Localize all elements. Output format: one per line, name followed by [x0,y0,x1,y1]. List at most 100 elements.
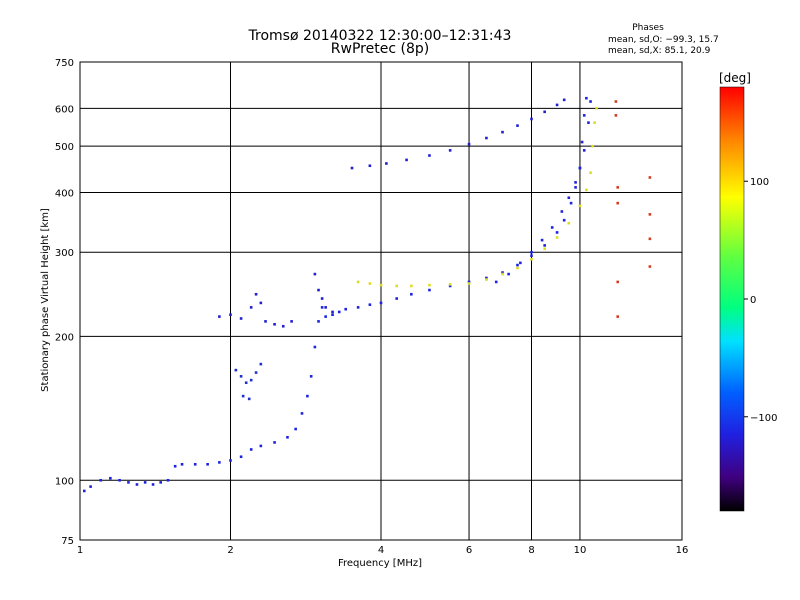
data-point [241,394,245,398]
colorbar-tick-label: 0 [750,295,756,306]
data-point [428,288,431,292]
x-tick-label: 16 [676,545,689,556]
data-point [337,310,341,314]
data-point [395,284,399,288]
y-tick-label: 600 [55,104,74,115]
data-point [385,162,388,165]
data-point [616,280,620,284]
x-tick-label: 8 [528,545,534,556]
data-point [501,272,504,276]
data-point [501,271,504,274]
data-point [99,478,102,482]
data-point [320,306,324,309]
data-point [259,362,263,366]
x-axis-label: Frequency [MHz] [338,558,422,569]
data-point [428,283,431,287]
data-point [290,320,293,323]
data-point [595,107,598,110]
data-point [294,427,297,431]
data-point [379,301,383,305]
data-point [591,144,594,148]
data-point [467,142,471,146]
data-point [320,297,324,300]
series-group [350,98,566,170]
data-point [173,464,177,468]
data-point [264,320,267,323]
data-point [410,284,413,288]
phases-x-stats: mean, sd,X: 85.1, 20.9 [608,46,711,56]
y-tick-label: 300 [55,248,74,259]
data-point [368,303,372,306]
y-axis-label: Stationary phase Virtual Height [km] [40,208,51,392]
data-point [448,149,452,152]
data-point [273,322,276,326]
data-point [317,320,320,323]
data-point [494,280,498,284]
data-point [582,114,586,117]
series-group [82,96,588,493]
colorbar-tick-label: 100 [750,177,769,188]
data-point [485,278,488,281]
data-point [555,236,559,239]
chart-title-line1: Tromsø 20140322 12:30:00–12:31:43 [248,28,512,44]
y-tick-label: 200 [55,332,74,343]
series-group [234,362,263,401]
data-point [582,149,586,152]
data-point [127,481,130,484]
data-point [309,375,313,378]
data-point [587,121,590,124]
y-tick-label: 400 [55,188,74,199]
data-point [580,140,584,144]
data-point [218,461,221,464]
data-point [229,313,232,317]
data-point [616,186,620,189]
x-tick-label: 4 [378,545,384,556]
data-point [550,226,554,229]
data-point [249,306,253,309]
chart-title-line2: RwPretec (8p) [331,41,429,57]
data-point [313,345,317,349]
data-point [300,412,304,415]
data-point [135,483,139,486]
data-point [281,324,285,328]
data-point [648,213,652,216]
series-group [614,100,652,318]
data-point [159,481,162,484]
data-point [247,397,251,401]
data-point [317,288,320,292]
data-point [578,204,582,208]
colorbar [719,86,745,512]
data-point [254,371,258,374]
series-group [494,100,592,284]
data-point [405,158,408,162]
data-point [395,297,399,300]
data-point [249,378,253,382]
data-point [530,257,533,261]
data-point [331,313,334,317]
y-tick-label: 75 [61,536,74,547]
data-point [516,124,519,127]
data-point [313,272,317,276]
data-point [616,201,620,205]
data-point [151,483,155,486]
data-point [562,98,566,102]
data-point [306,394,309,398]
data-point [530,254,533,258]
data-point [589,100,592,103]
data-point [344,307,348,311]
data-point [501,130,504,134]
data-point [254,292,258,296]
data-point [574,186,577,189]
colorbar-tick-label: −100 [750,413,777,424]
data-point [648,265,652,268]
x-tick-label: 10 [574,545,587,556]
data-point [648,237,652,241]
data-point [485,276,488,280]
data-point [516,263,519,267]
data-point [239,455,243,459]
data-point [259,301,263,305]
data-point [82,489,86,493]
data-point [540,238,544,242]
data-point [143,481,147,484]
